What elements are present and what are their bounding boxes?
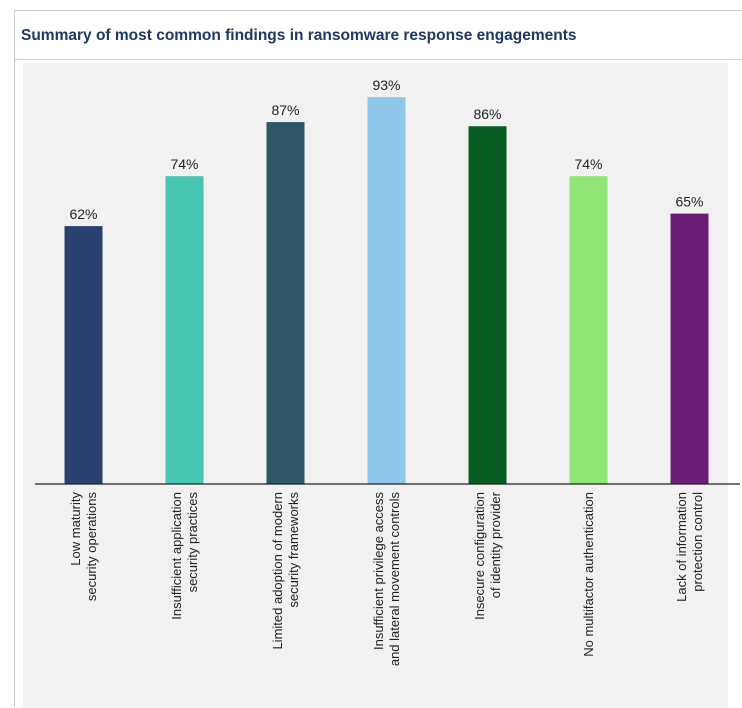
category-label: No multifactor authentication [581,492,596,657]
bar [569,176,608,484]
data-label: 74% [574,156,602,172]
title-divider [15,59,742,60]
category-label: security practices [185,492,200,593]
bar [468,126,507,485]
category-label: Insecure configuration [472,492,487,620]
category-label: of identity provider [488,491,503,598]
bar [266,122,305,484]
data-label: 65% [675,194,703,210]
category-label: protection control [690,492,705,592]
category-label: security frameworks [286,492,301,608]
category-label: Insufficient privilege access [371,492,386,651]
data-label: 62% [69,206,97,222]
category-label: Insufficient application [169,492,184,620]
category-label: Low maturity [68,492,83,566]
bar [367,97,406,485]
data-label: 93% [372,77,400,93]
category-label: Limited adoption of modern [270,492,285,650]
bar [165,176,204,484]
chart-title: Summary of most common findings in ranso… [21,27,577,44]
bar [64,226,103,484]
category-label: Lack of information [674,492,689,602]
data-label: 87% [271,102,299,118]
category-label: security operations [84,492,99,602]
category-label: and lateral movement controls [387,492,402,667]
data-label: 74% [170,156,198,172]
data-label: 86% [473,106,501,122]
bar [670,213,709,484]
